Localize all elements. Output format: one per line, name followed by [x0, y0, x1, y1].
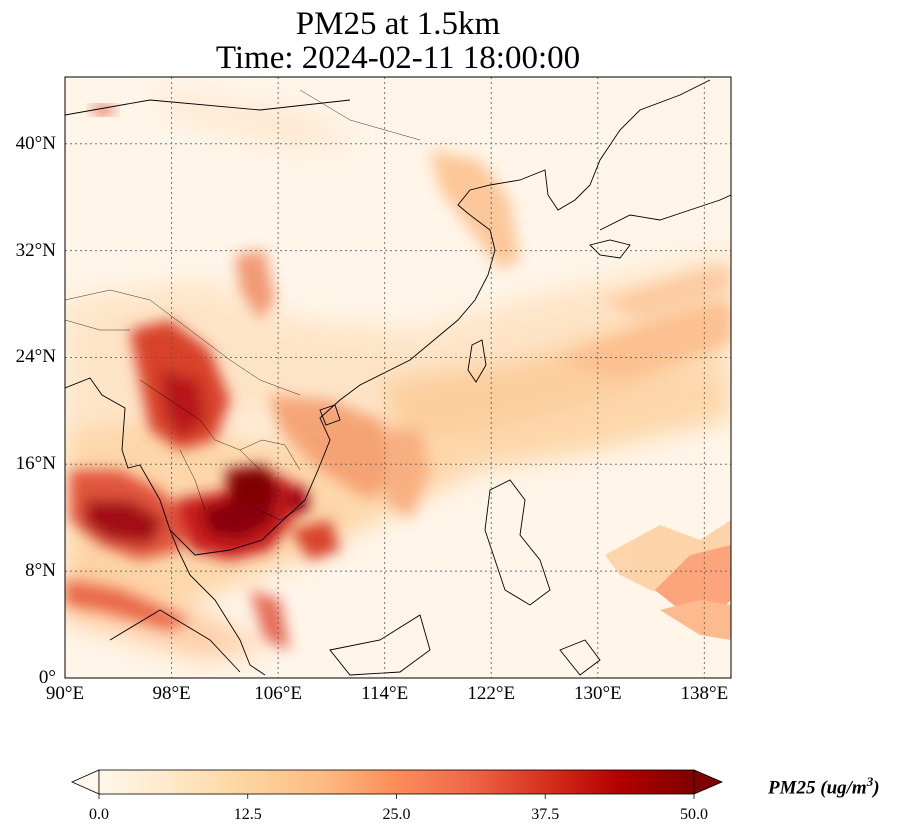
colorbar-tick-label: 37.5: [531, 806, 560, 823]
latitude-tick-label: 32°N: [15, 239, 56, 261]
longitude-tick-label: 106°E: [254, 683, 302, 704]
latitude-tick-label: 40°N: [15, 132, 56, 154]
longitude-tick-label: 138°E: [680, 683, 729, 704]
gridlines: [65, 77, 731, 678]
longitude-tick-label: 98°E: [152, 683, 191, 704]
longitude-tick-label: 114°E: [361, 683, 409, 704]
colorbar-gradient: [98, 769, 695, 795]
latitude-tick-label: 8°N: [25, 560, 56, 582]
latitude-tick-label: 16°N: [15, 453, 56, 475]
colorbar-tick-label: 12.5: [233, 806, 262, 823]
colorbar-low-extend: [71, 769, 100, 795]
colorbar-tick-label: 0.0: [89, 806, 109, 823]
pm25-field: [65, 77, 731, 678]
latitude-tick-label: 24°N: [15, 346, 56, 368]
colorbar-tick-label: 25.0: [382, 806, 411, 823]
colorbar-tick-label: 50.0: [680, 806, 708, 823]
country-borders: [65, 89, 421, 521]
map-frame: [64, 76, 732, 679]
longitude-tick-label: 90°E: [45, 683, 85, 704]
colorbar-high-extend: [693, 769, 724, 795]
latitude-tick-label: 0°: [38, 667, 56, 688]
chart-title: PM25 at 1.5km: [295, 6, 501, 42]
longitude-tick-label: 122°E: [467, 683, 516, 704]
chart-subtitle: Time: 2024-02-11 18:00:00: [215, 40, 581, 76]
longitude-tick-label: 130°E: [573, 683, 622, 704]
colorbar-label: PM25 (ug/m3): [768, 774, 880, 799]
